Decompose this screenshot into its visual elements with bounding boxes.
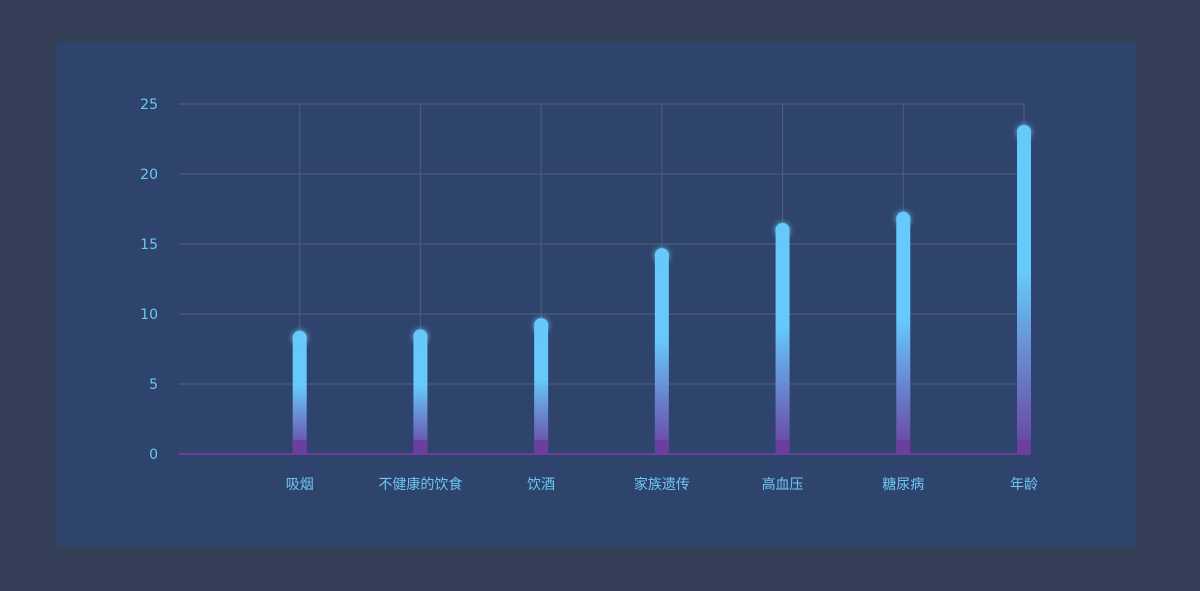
bar	[896, 212, 910, 454]
bar-base	[776, 440, 790, 454]
x-tick-label: 高血压	[762, 476, 804, 493]
bar	[1017, 125, 1031, 454]
bar-base	[655, 440, 669, 454]
bar-cap	[413, 329, 427, 343]
y-tick-label: 25	[140, 97, 158, 113]
y-tick-label: 15	[140, 237, 158, 253]
bar-base	[1017, 440, 1031, 454]
bar-base	[293, 440, 307, 454]
x-tick-label: 不健康的饮食	[378, 476, 462, 493]
y-tick-label: 20	[140, 167, 158, 183]
x-tick-label: 年龄	[1010, 477, 1038, 493]
bar	[413, 329, 427, 454]
bar-cap	[1017, 125, 1031, 139]
bar-cap	[534, 318, 548, 332]
x-tick-label: 吸烟	[286, 477, 314, 493]
bar-base	[413, 440, 427, 454]
bar	[655, 248, 669, 454]
bar-cap	[896, 212, 910, 226]
bar-cap	[293, 331, 307, 345]
y-tick-label: 5	[149, 377, 158, 393]
bar-base	[534, 440, 548, 454]
x-tick-label: 饮酒	[527, 477, 555, 493]
bar-cap	[655, 248, 669, 262]
x-tick-label: 糖尿病	[882, 477, 924, 493]
y-tick-label: 10	[140, 307, 158, 323]
y-tick-label: 0	[149, 447, 158, 463]
x-tick-label: 家族遗传	[634, 476, 690, 493]
bar-cap	[776, 223, 790, 237]
bar	[293, 331, 307, 454]
bar-base	[896, 440, 910, 454]
bar	[776, 223, 790, 454]
bar	[534, 318, 548, 454]
